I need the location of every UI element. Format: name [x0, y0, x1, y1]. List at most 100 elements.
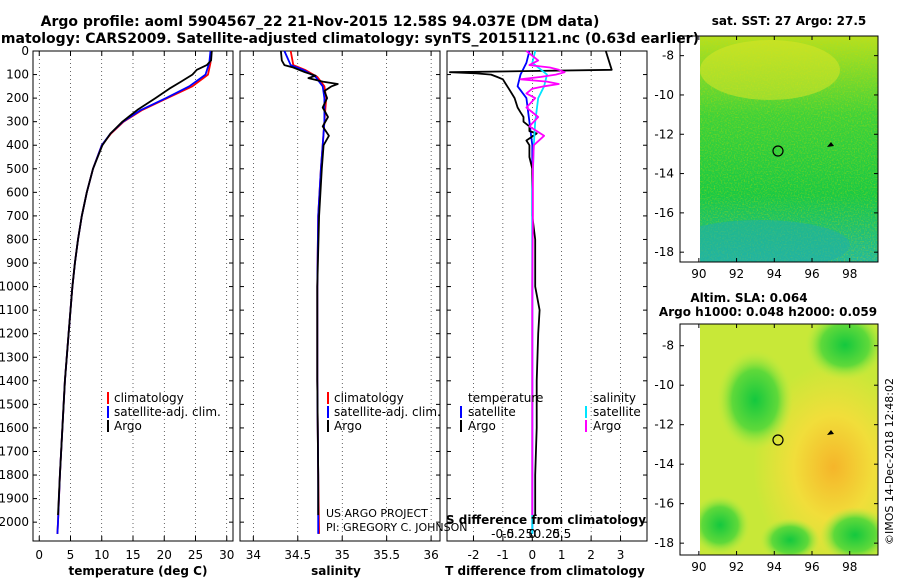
pressure-tick-label: 800	[6, 232, 29, 246]
series-line-s-argo	[519, 50, 566, 516]
legend-label-argo: Argo	[334, 419, 362, 433]
lon-tick-label: 96	[804, 560, 819, 574]
lat-tick-label: -14	[654, 457, 674, 471]
temperature-legend: climatology satellite-adj. clim. Argo	[107, 391, 221, 433]
pressure-tick-label: 1900	[0, 492, 29, 506]
lat-tick-label: -18	[654, 536, 674, 550]
pressure-tick-label: 200	[6, 91, 29, 105]
pressure-tick-label: 500	[6, 162, 29, 176]
sla-map-frame	[679, 323, 879, 556]
x-tick-label: -1	[497, 548, 509, 562]
salinity-axis-label: salinity	[311, 564, 361, 578]
x-tick-label: 36	[423, 548, 438, 562]
series-line-t-argo	[448, 50, 613, 516]
pressure-tick-label: 1000	[0, 280, 29, 294]
sla-float-arrow	[827, 430, 834, 435]
salinity-legend: climatology satellite-adj. clim. Argo	[327, 391, 441, 433]
lon-tick-label: 94	[767, 267, 782, 281]
pressure-tick-label: 1100	[0, 303, 29, 317]
x-tick-label: 35.5	[373, 548, 400, 562]
pressure-tick-label: 1400	[0, 374, 29, 388]
lon-tick-label: 90	[691, 560, 706, 574]
temperature-axis-label: temperature (deg C)	[69, 564, 208, 578]
lat-tick-label: -16	[654, 497, 674, 511]
lat-tick-label: -12	[654, 418, 674, 432]
sla-float-marker	[772, 434, 784, 446]
legend-label-climatology: climatology	[334, 391, 404, 405]
pressure-tick-label: 1500	[0, 397, 29, 411]
s-difference-tick-label: 0	[528, 527, 536, 541]
lat-tick-label: -10	[654, 378, 674, 392]
pressure-tick-label: 100	[6, 68, 29, 82]
x-tick-label: 3	[617, 548, 625, 562]
series-line-satellite-adj-clim-	[56, 50, 212, 534]
lon-tick-label: 92	[729, 267, 744, 281]
s-difference-tick-label: -0.25	[502, 527, 533, 541]
series-line-climatology	[289, 50, 328, 534]
x-tick-label: 34.5	[284, 548, 311, 562]
figure-title-line1: Argo profile: aoml 5904567_22 21-Nov-201…	[41, 14, 600, 30]
lon-tick-label: 92	[729, 560, 744, 574]
sst-float-arrow	[827, 142, 834, 147]
series-line-s-satellite	[531, 50, 548, 534]
lon-tick-label: 90	[691, 267, 706, 281]
sst-cool-patch	[700, 220, 850, 262]
pressure-tick-label: 1300	[0, 350, 29, 364]
x-tick-label: 5	[67, 548, 75, 562]
s-difference-axis-label: S difference from climatology	[446, 513, 646, 527]
legend-label-satellite: satellite-adj. clim.	[334, 405, 441, 419]
series-line-climatology	[56, 50, 212, 534]
difference-panel-frame	[446, 50, 648, 542]
sla-map-title-line2: Argo h1000: 0.048 h2000: 0.059	[659, 305, 877, 319]
lat-tick-label: -12	[654, 127, 674, 141]
sla-green-southeast	[820, 507, 878, 555]
legend-label-s-satellite: satellite	[593, 405, 641, 419]
x-tick-label: 34	[246, 548, 261, 562]
salinity-panel-frame	[239, 50, 441, 542]
sla-green-north	[805, 324, 878, 380]
lon-tick-label: 94	[767, 560, 782, 574]
pressure-tick-label: 300	[6, 115, 29, 129]
lat-tick-label: -18	[654, 245, 674, 259]
x-tick-label: -2	[467, 548, 479, 562]
pressure-axis: 0 100 200 300 400 500 600 700 800 900 1000 1100 1200…	[0, 44, 647, 529]
legend-label-climatology: climatology	[114, 391, 184, 405]
x-tick-label: 0	[35, 548, 43, 562]
lon-tick-label: 96	[804, 267, 819, 281]
s-difference-tick-label: 0.25	[534, 527, 561, 541]
x-tick-label: 35	[335, 548, 350, 562]
lat-tick-label: -8	[662, 49, 674, 63]
sst-map-axes: 90 92 94 96 98 -8 -10 -12 -14 -16 -18	[654, 36, 878, 281]
sst-map	[700, 36, 878, 262]
legend-label-s-argo: Argo	[593, 419, 621, 433]
series-line-argo	[280, 50, 339, 516]
pressure-tick-label: 1800	[0, 468, 29, 482]
imos-stamp: ©IMOS 14-Dec-2018 12:48:02	[883, 378, 896, 545]
x-tick-label: 2	[587, 548, 595, 562]
credit-line2: PI: GREGORY C. JOHNSON	[326, 521, 467, 534]
legend-label-satellite: satellite-adj. clim.	[114, 405, 221, 419]
legend-heading-salinity: salinity	[593, 391, 636, 405]
sla-green-west	[717, 350, 793, 450]
x-tick-label: 30	[219, 548, 234, 562]
x-tick-label: 10	[94, 548, 109, 562]
pressure-tick-label: 700	[6, 209, 29, 223]
sst-float-marker	[772, 145, 784, 157]
pressure-tick-label: 1600	[0, 421, 29, 435]
x-tick-label: 15	[125, 548, 140, 562]
sst-warm-patch	[700, 40, 840, 100]
pressure-tick-label: 0	[21, 44, 29, 58]
pressure-tick-label: 2000	[0, 515, 29, 529]
x-tick-label: 0	[528, 548, 536, 562]
difference-axis-label: T difference from climatology	[445, 564, 645, 578]
x-tick-label: 25	[188, 548, 203, 562]
figure-title-line2: Climatology: CARS2009. Satellite-adjuste…	[0, 31, 699, 47]
difference-legend: temperature satellite Argo salinity sate…	[460, 391, 641, 433]
lon-tick-label: 98	[842, 560, 857, 574]
salinity-plot: 34 34.5 35 35.5 36	[246, 50, 439, 562]
sla-green-southwest	[700, 495, 750, 555]
lat-tick-label: -8	[662, 339, 674, 353]
sla-map-title-line1: Altim. SLA: 0.064	[690, 291, 807, 305]
